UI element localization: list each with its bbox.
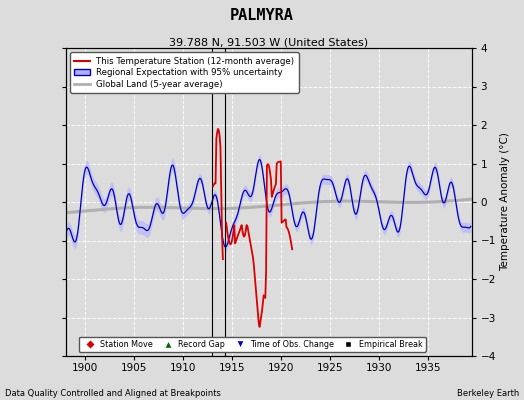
Text: Data Quality Controlled and Aligned at Breakpoints: Data Quality Controlled and Aligned at B… xyxy=(5,389,221,398)
Text: Berkeley Earth: Berkeley Earth xyxy=(456,389,519,398)
Y-axis label: Temperature Anomaly (°C): Temperature Anomaly (°C) xyxy=(500,132,510,272)
Text: PALMYRA: PALMYRA xyxy=(230,8,294,23)
Legend: Station Move, Record Gap, Time of Obs. Change, Empirical Break: Station Move, Record Gap, Time of Obs. C… xyxy=(79,336,426,352)
Title: 39.788 N, 91.503 W (United States): 39.788 N, 91.503 W (United States) xyxy=(169,37,368,47)
